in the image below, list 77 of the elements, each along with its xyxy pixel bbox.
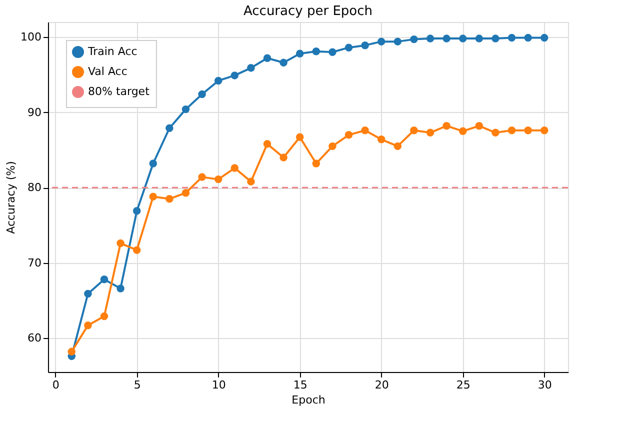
point	[344, 131, 353, 139]
x-tick-label: 15	[293, 378, 308, 392]
point	[508, 34, 516, 42]
point	[312, 160, 320, 168]
point	[68, 348, 76, 356]
point	[247, 64, 255, 72]
point	[116, 239, 124, 248]
point	[426, 128, 434, 137]
point	[508, 126, 516, 134]
point	[540, 126, 548, 134]
point	[475, 34, 484, 42]
point	[344, 44, 353, 52]
point	[280, 58, 288, 67]
legend-label: 80% target	[88, 85, 150, 98]
point	[361, 41, 369, 50]
point	[426, 34, 434, 42]
point	[198, 173, 206, 181]
point	[214, 76, 222, 85]
point	[458, 127, 467, 136]
legend-label: Train Acc	[87, 45, 138, 58]
point	[492, 34, 500, 42]
point	[182, 105, 190, 114]
y-tick-label: 60	[28, 332, 42, 345]
point	[100, 312, 108, 320]
y-tick-label: 70	[28, 256, 42, 270]
point	[263, 140, 272, 148]
point	[166, 124, 174, 132]
legend-label: Val Acc	[88, 65, 128, 78]
point	[166, 195, 174, 203]
x-axis-title: Epoch	[292, 394, 326, 406]
point	[84, 321, 92, 330]
y-axis-title: Accuracy (%)	[4, 161, 18, 234]
point	[116, 284, 124, 292]
point	[377, 136, 386, 144]
chart-title: Accuracy per Epoch	[243, 4, 373, 19]
y-tick-label: 100	[20, 30, 42, 44]
point	[442, 122, 450, 130]
point	[492, 128, 500, 137]
point	[328, 142, 336, 150]
point	[296, 133, 304, 142]
y-tick-label: 80	[28, 181, 42, 194]
point	[328, 48, 336, 56]
point	[263, 54, 272, 62]
point	[247, 178, 255, 186]
point	[230, 72, 239, 80]
y-tick-label: 90	[28, 106, 42, 119]
point	[230, 164, 239, 172]
point	[149, 192, 158, 200]
point	[458, 34, 467, 42]
point	[214, 175, 222, 184]
x-tick-label: 25	[456, 378, 470, 392]
point	[410, 126, 418, 134]
point	[132, 246, 141, 254]
point	[132, 207, 141, 215]
point	[442, 34, 450, 42]
point	[100, 276, 108, 284]
point	[540, 34, 548, 42]
point	[149, 160, 158, 168]
point	[410, 35, 418, 44]
x-tick-label: 10	[212, 378, 226, 392]
point	[280, 154, 288, 162]
point	[361, 126, 369, 134]
point	[394, 38, 402, 46]
x-tick-label: 5	[134, 378, 141, 392]
point	[394, 142, 402, 150]
x-tick-label: 0	[52, 378, 60, 392]
point	[475, 122, 484, 130]
point	[377, 38, 386, 46]
x-tick-label: 30	[538, 378, 552, 392]
point	[312, 47, 320, 56]
point	[524, 126, 532, 134]
point	[296, 50, 304, 58]
point	[198, 90, 206, 98]
point	[84, 290, 92, 298]
x-tick-label: 20	[374, 378, 389, 392]
point	[182, 188, 190, 197]
point	[524, 34, 532, 42]
